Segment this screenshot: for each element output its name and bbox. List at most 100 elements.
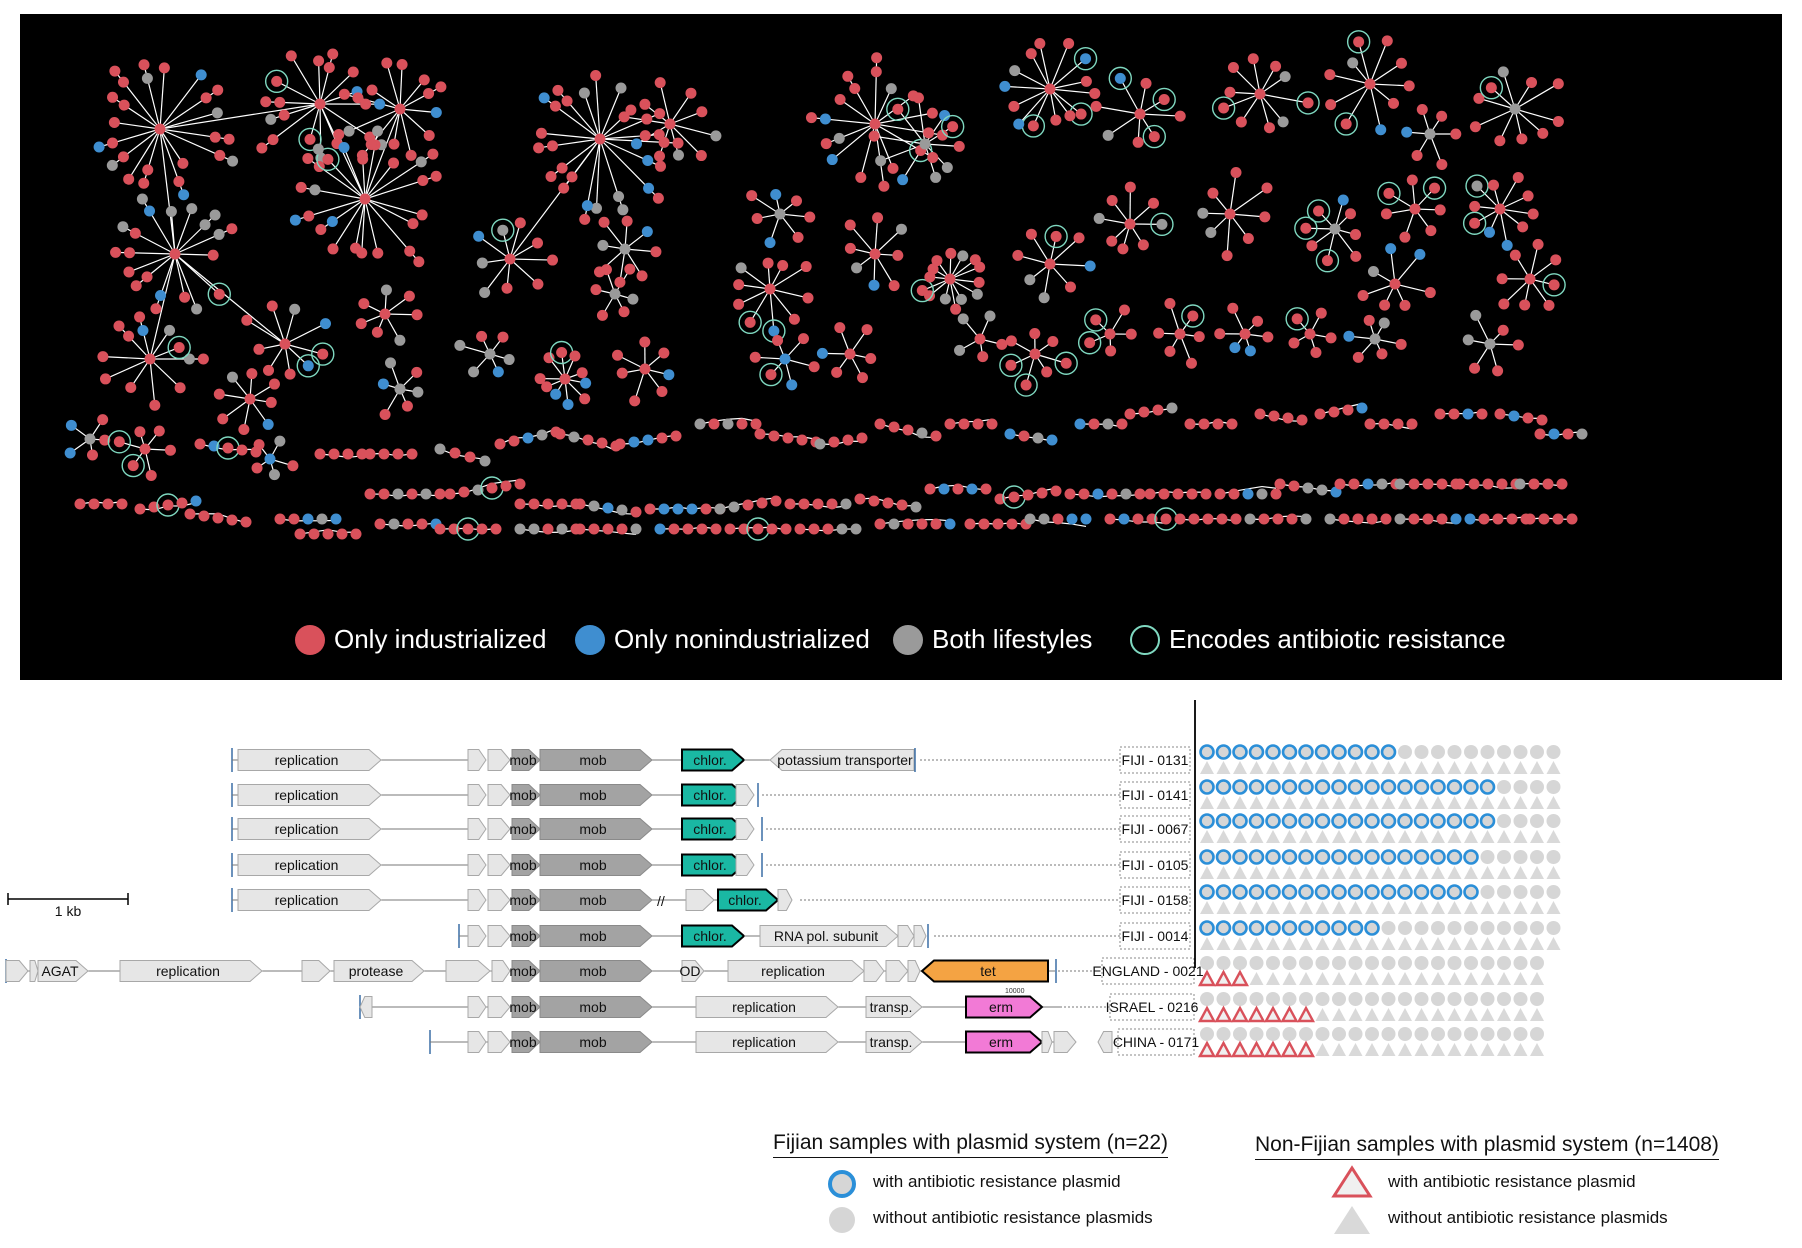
network-node [1364, 418, 1376, 430]
legend-resistance: Encodes antibiotic resistance [1130, 624, 1506, 655]
nonfijian-triangle [1365, 830, 1379, 843]
plasmid-label-box [1119, 746, 1191, 774]
network-node [930, 518, 942, 530]
network-node [749, 351, 761, 363]
mob-small-gene-label: mob [509, 999, 536, 1015]
fijian-with-circle [1331, 779, 1347, 795]
network-node [654, 160, 666, 172]
nonfijian-triangle [1348, 830, 1363, 843]
network-node [973, 276, 985, 288]
nonfijian-triangle [1530, 1008, 1544, 1021]
nonfijian-triangle [1266, 866, 1280, 879]
network-edge [399, 108, 430, 136]
network-edge [364, 108, 401, 200]
mob-gene [539, 854, 653, 876]
network-edge [1013, 88, 1051, 107]
network-node [427, 148, 439, 160]
fijian-with-circle [1199, 744, 1215, 760]
plasmid-label-box [1101, 957, 1195, 985]
network-node [411, 309, 423, 321]
network-edge [159, 253, 176, 296]
resistance-ring [298, 127, 322, 152]
network-node [1137, 239, 1149, 251]
network-node [1434, 204, 1446, 216]
network-node [1184, 418, 1196, 430]
network-node [1090, 314, 1102, 326]
network-node [250, 446, 262, 458]
plasmid-network-graph [64, 30, 1588, 541]
network-node [110, 246, 122, 258]
nonfijian-triangle [1266, 901, 1280, 914]
small-gene [29, 960, 39, 982]
resistance-ring [1152, 87, 1176, 112]
network-node [602, 502, 614, 514]
network-node [856, 372, 868, 384]
nonfijian-triangle [1480, 1008, 1495, 1021]
plasmid-label: FIJI - 0067 [1122, 821, 1189, 837]
network-edge [1223, 93, 1261, 109]
network-legend: Only industrialized Only nonindustrializ… [20, 624, 1782, 674]
network-node [630, 506, 642, 518]
mob-small-gene-label: mob [509, 787, 536, 803]
network-node [1214, 488, 1226, 500]
nonfijian-triangle [1497, 972, 1511, 985]
network-node [694, 418, 706, 430]
fijian-with-circle [1298, 920, 1314, 936]
fijian-with-circle [1265, 744, 1281, 760]
network-node [374, 98, 386, 110]
network-node [1324, 69, 1336, 81]
network-node [1408, 478, 1420, 490]
mob-gene [539, 925, 653, 947]
network-node [598, 216, 610, 228]
network-node [1063, 37, 1075, 49]
fijian-with-circle [1314, 884, 1331, 900]
network-node [1509, 249, 1521, 261]
network-node [144, 205, 156, 217]
network-node [945, 247, 957, 259]
network-node [1147, 197, 1159, 209]
network-edge [174, 253, 186, 298]
network-node [953, 140, 965, 152]
network-node [267, 134, 279, 146]
network-node [820, 138, 832, 150]
network-node [1315, 307, 1327, 319]
network-node [1296, 414, 1308, 426]
network-node [1044, 258, 1056, 270]
network-edge [1259, 93, 1271, 128]
network-node [550, 388, 562, 400]
network-edge [149, 358, 156, 406]
network-node [476, 257, 488, 269]
network-edge [599, 138, 649, 189]
nonfijian-triangle [1249, 937, 1264, 950]
network-node [856, 432, 868, 444]
fijian-without-circle [1497, 885, 1511, 899]
network-node [1385, 243, 1397, 255]
network-edge [327, 158, 366, 200]
nonfijian-triangle [1480, 796, 1495, 809]
fijian-without-circle [1447, 921, 1462, 935]
network-edge [174, 253, 198, 310]
fijian-without-circle [1398, 1027, 1412, 1041]
fijian-with-circle [1364, 813, 1380, 829]
network-node [1300, 513, 1312, 525]
network-node [1224, 208, 1236, 220]
network-node [139, 443, 151, 455]
fijian-without-circle [1530, 780, 1544, 794]
mob-small-gene-label: mob [509, 857, 536, 873]
fijian-without-circle [1233, 992, 1247, 1006]
network-node [1522, 412, 1534, 424]
network-node [1388, 97, 1400, 109]
network-node [631, 138, 643, 150]
network-node [123, 266, 135, 278]
network-edge [1014, 70, 1051, 90]
erm-gene [965, 1030, 1044, 1054]
network-node [366, 84, 378, 96]
network-node [1084, 337, 1096, 349]
legend-fijian-with-icon [828, 1170, 856, 1198]
network-edge [917, 97, 926, 145]
network-edge [1017, 254, 1051, 265]
network-node [268, 469, 280, 481]
network-node [420, 488, 432, 500]
network-node [322, 528, 334, 540]
mob-small-gene [511, 784, 541, 806]
